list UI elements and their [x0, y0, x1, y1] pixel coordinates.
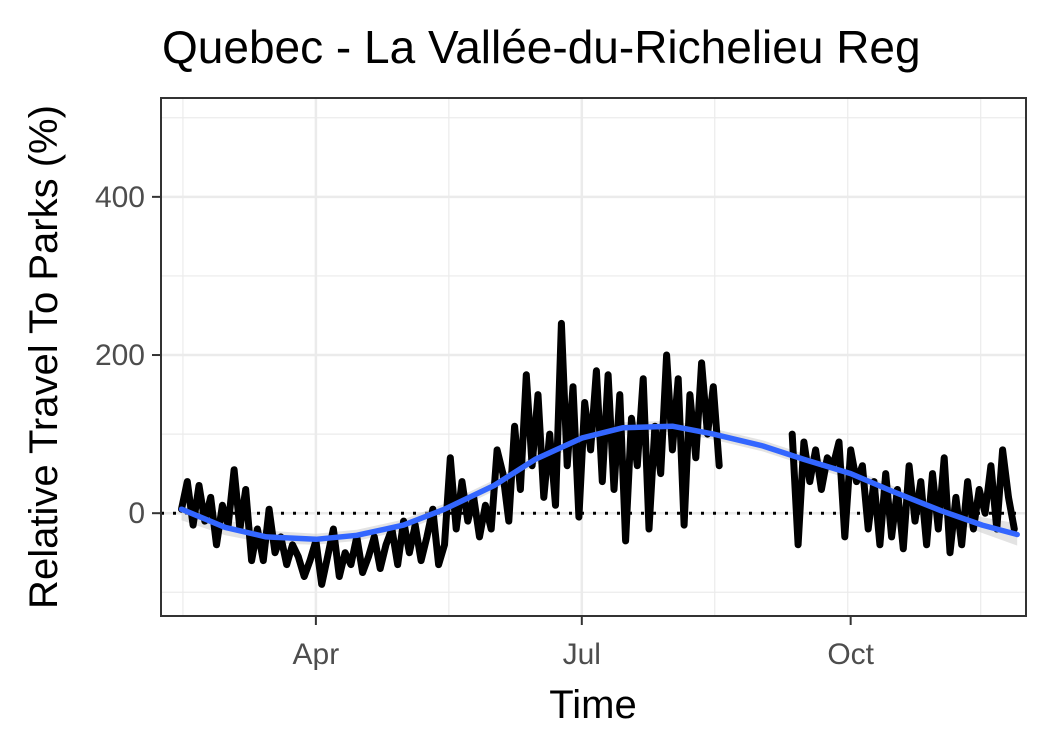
- observed-series: [178, 319, 1018, 588]
- y-axis: 0 200 400: [95, 181, 161, 530]
- smooth-trend-line: [178, 423, 1020, 543]
- x-axis-title: Time: [549, 683, 636, 727]
- observed-line-segment-1: [178, 319, 723, 588]
- x-axis: Apr Jul Oct: [293, 616, 875, 671]
- observed-line-segment-2: [788, 430, 1018, 557]
- smooth-trend: [178, 423, 1020, 543]
- chart-title: Quebec - La Vallée-du-Richelieu Reg: [162, 21, 921, 73]
- y-tick-label: 400: [95, 181, 145, 214]
- y-axis-title: Relative Travel To Parks (%): [22, 105, 66, 609]
- x-tick-label: Apr: [293, 638, 340, 671]
- y-tick-label: 200: [95, 339, 145, 372]
- plot-panel-border: [160, 97, 1027, 617]
- x-tick-label: Oct: [827, 638, 874, 671]
- y-tick-label: 0: [128, 497, 145, 530]
- x-tick-label: Jul: [563, 638, 601, 671]
